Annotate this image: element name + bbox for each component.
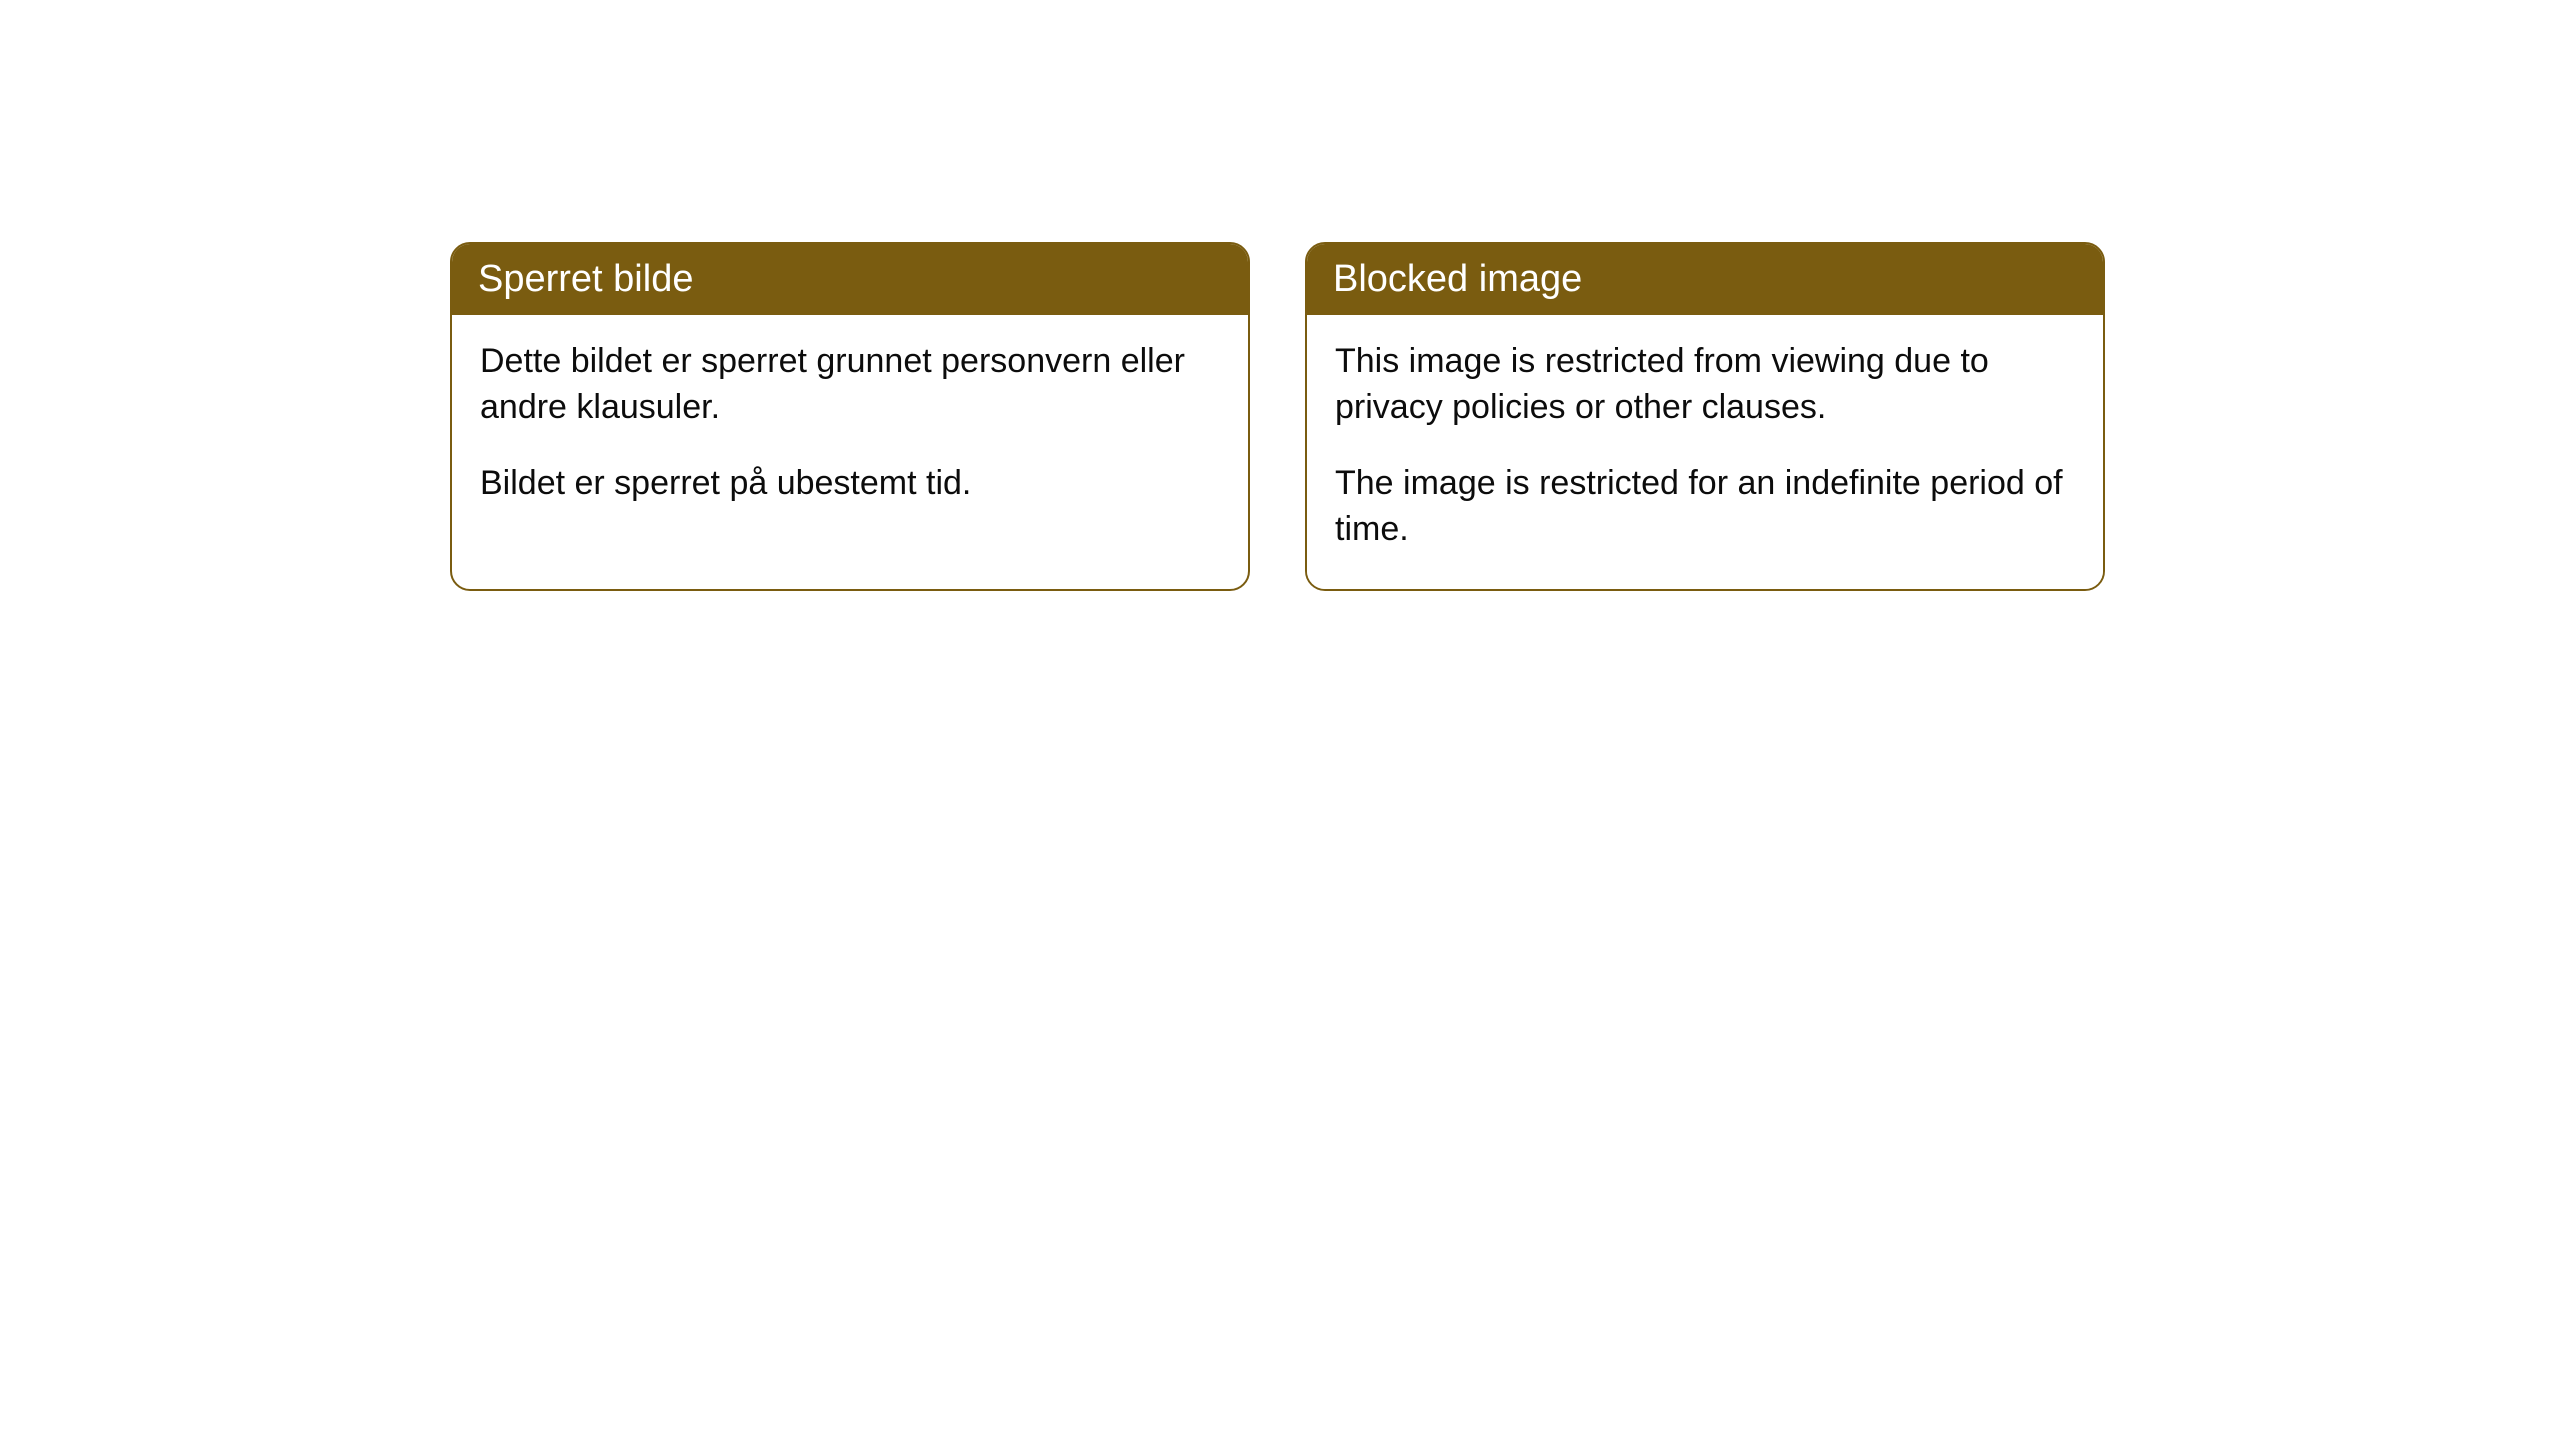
- card-paragraph: This image is restricted from viewing du…: [1335, 339, 2075, 431]
- card-title: Sperret bilde: [478, 258, 693, 300]
- blocked-image-card-norwegian: Sperret bilde Dette bildet er sperret gr…: [450, 242, 1250, 591]
- card-body: Dette bildet er sperret grunnet personve…: [452, 315, 1248, 543]
- card-paragraph: Dette bildet er sperret grunnet personve…: [480, 339, 1220, 431]
- card-title: Blocked image: [1333, 258, 1582, 300]
- card-paragraph: The image is restricted for an indefinit…: [1335, 461, 2075, 553]
- card-body: This image is restricted from viewing du…: [1307, 315, 2103, 589]
- card-paragraph: Bildet er sperret på ubestemt tid.: [480, 461, 1220, 507]
- card-header: Sperret bilde: [452, 244, 1248, 315]
- blocked-image-card-english: Blocked image This image is restricted f…: [1305, 242, 2105, 591]
- blocked-image-cards-container: Sperret bilde Dette bildet er sperret gr…: [450, 242, 2105, 591]
- card-header: Blocked image: [1307, 244, 2103, 315]
